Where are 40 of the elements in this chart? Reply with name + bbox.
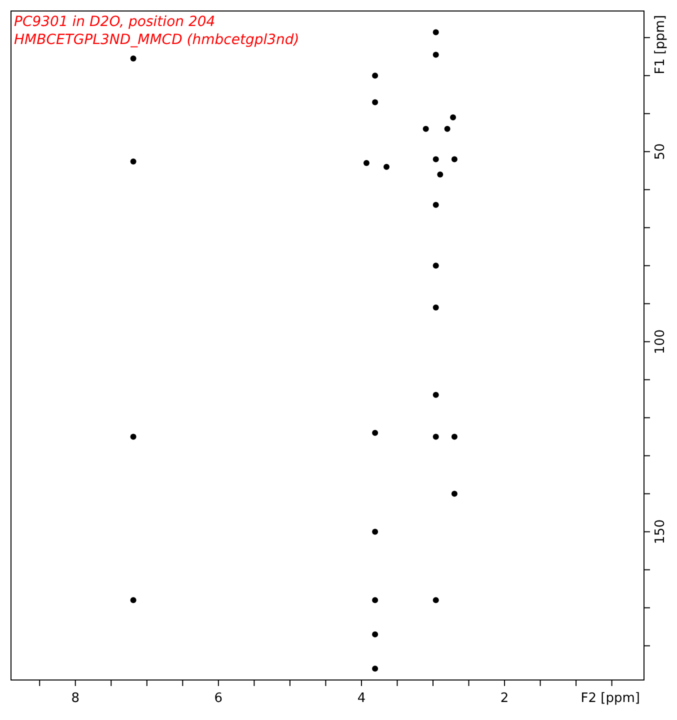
x-tick-label: 6	[214, 691, 223, 706]
point	[130, 434, 136, 440]
x-tick-label: 8	[71, 691, 80, 706]
point	[384, 164, 390, 170]
text: HMBCETGPL3ND_MMCD (hmbcetgpl3nd)	[14, 32, 300, 48]
point	[363, 160, 370, 166]
x-tick-label: 2	[500, 691, 509, 706]
x-axis-title: F2 [ppm]	[580, 691, 640, 706]
point	[451, 434, 458, 440]
point	[432, 29, 439, 36]
point	[130, 597, 136, 604]
point	[451, 156, 458, 162]
y-tick-label: 100	[653, 329, 668, 354]
y-axis-title: F1 [ppm]	[653, 15, 668, 74]
point	[372, 72, 378, 79]
point	[432, 434, 439, 440]
point	[372, 631, 378, 638]
point	[130, 56, 136, 62]
point	[372, 528, 378, 535]
point	[450, 114, 456, 120]
point	[372, 99, 378, 106]
chart-title: PC9301 in D2O, position 204	[14, 14, 216, 30]
point	[437, 171, 444, 178]
point	[432, 392, 439, 398]
point	[432, 304, 439, 310]
point	[372, 597, 378, 604]
point	[432, 202, 439, 208]
point	[432, 262, 439, 269]
point	[451, 490, 458, 497]
point	[432, 156, 439, 162]
point	[432, 52, 439, 58]
point	[372, 430, 378, 436]
point	[372, 666, 378, 672]
y-tick-label: 150	[653, 519, 668, 544]
point	[422, 126, 429, 132]
y-tick-label: 50	[653, 143, 668, 160]
x-tick-label: 4	[357, 691, 366, 706]
point	[130, 158, 136, 165]
point	[432, 597, 439, 604]
point	[444, 126, 450, 132]
